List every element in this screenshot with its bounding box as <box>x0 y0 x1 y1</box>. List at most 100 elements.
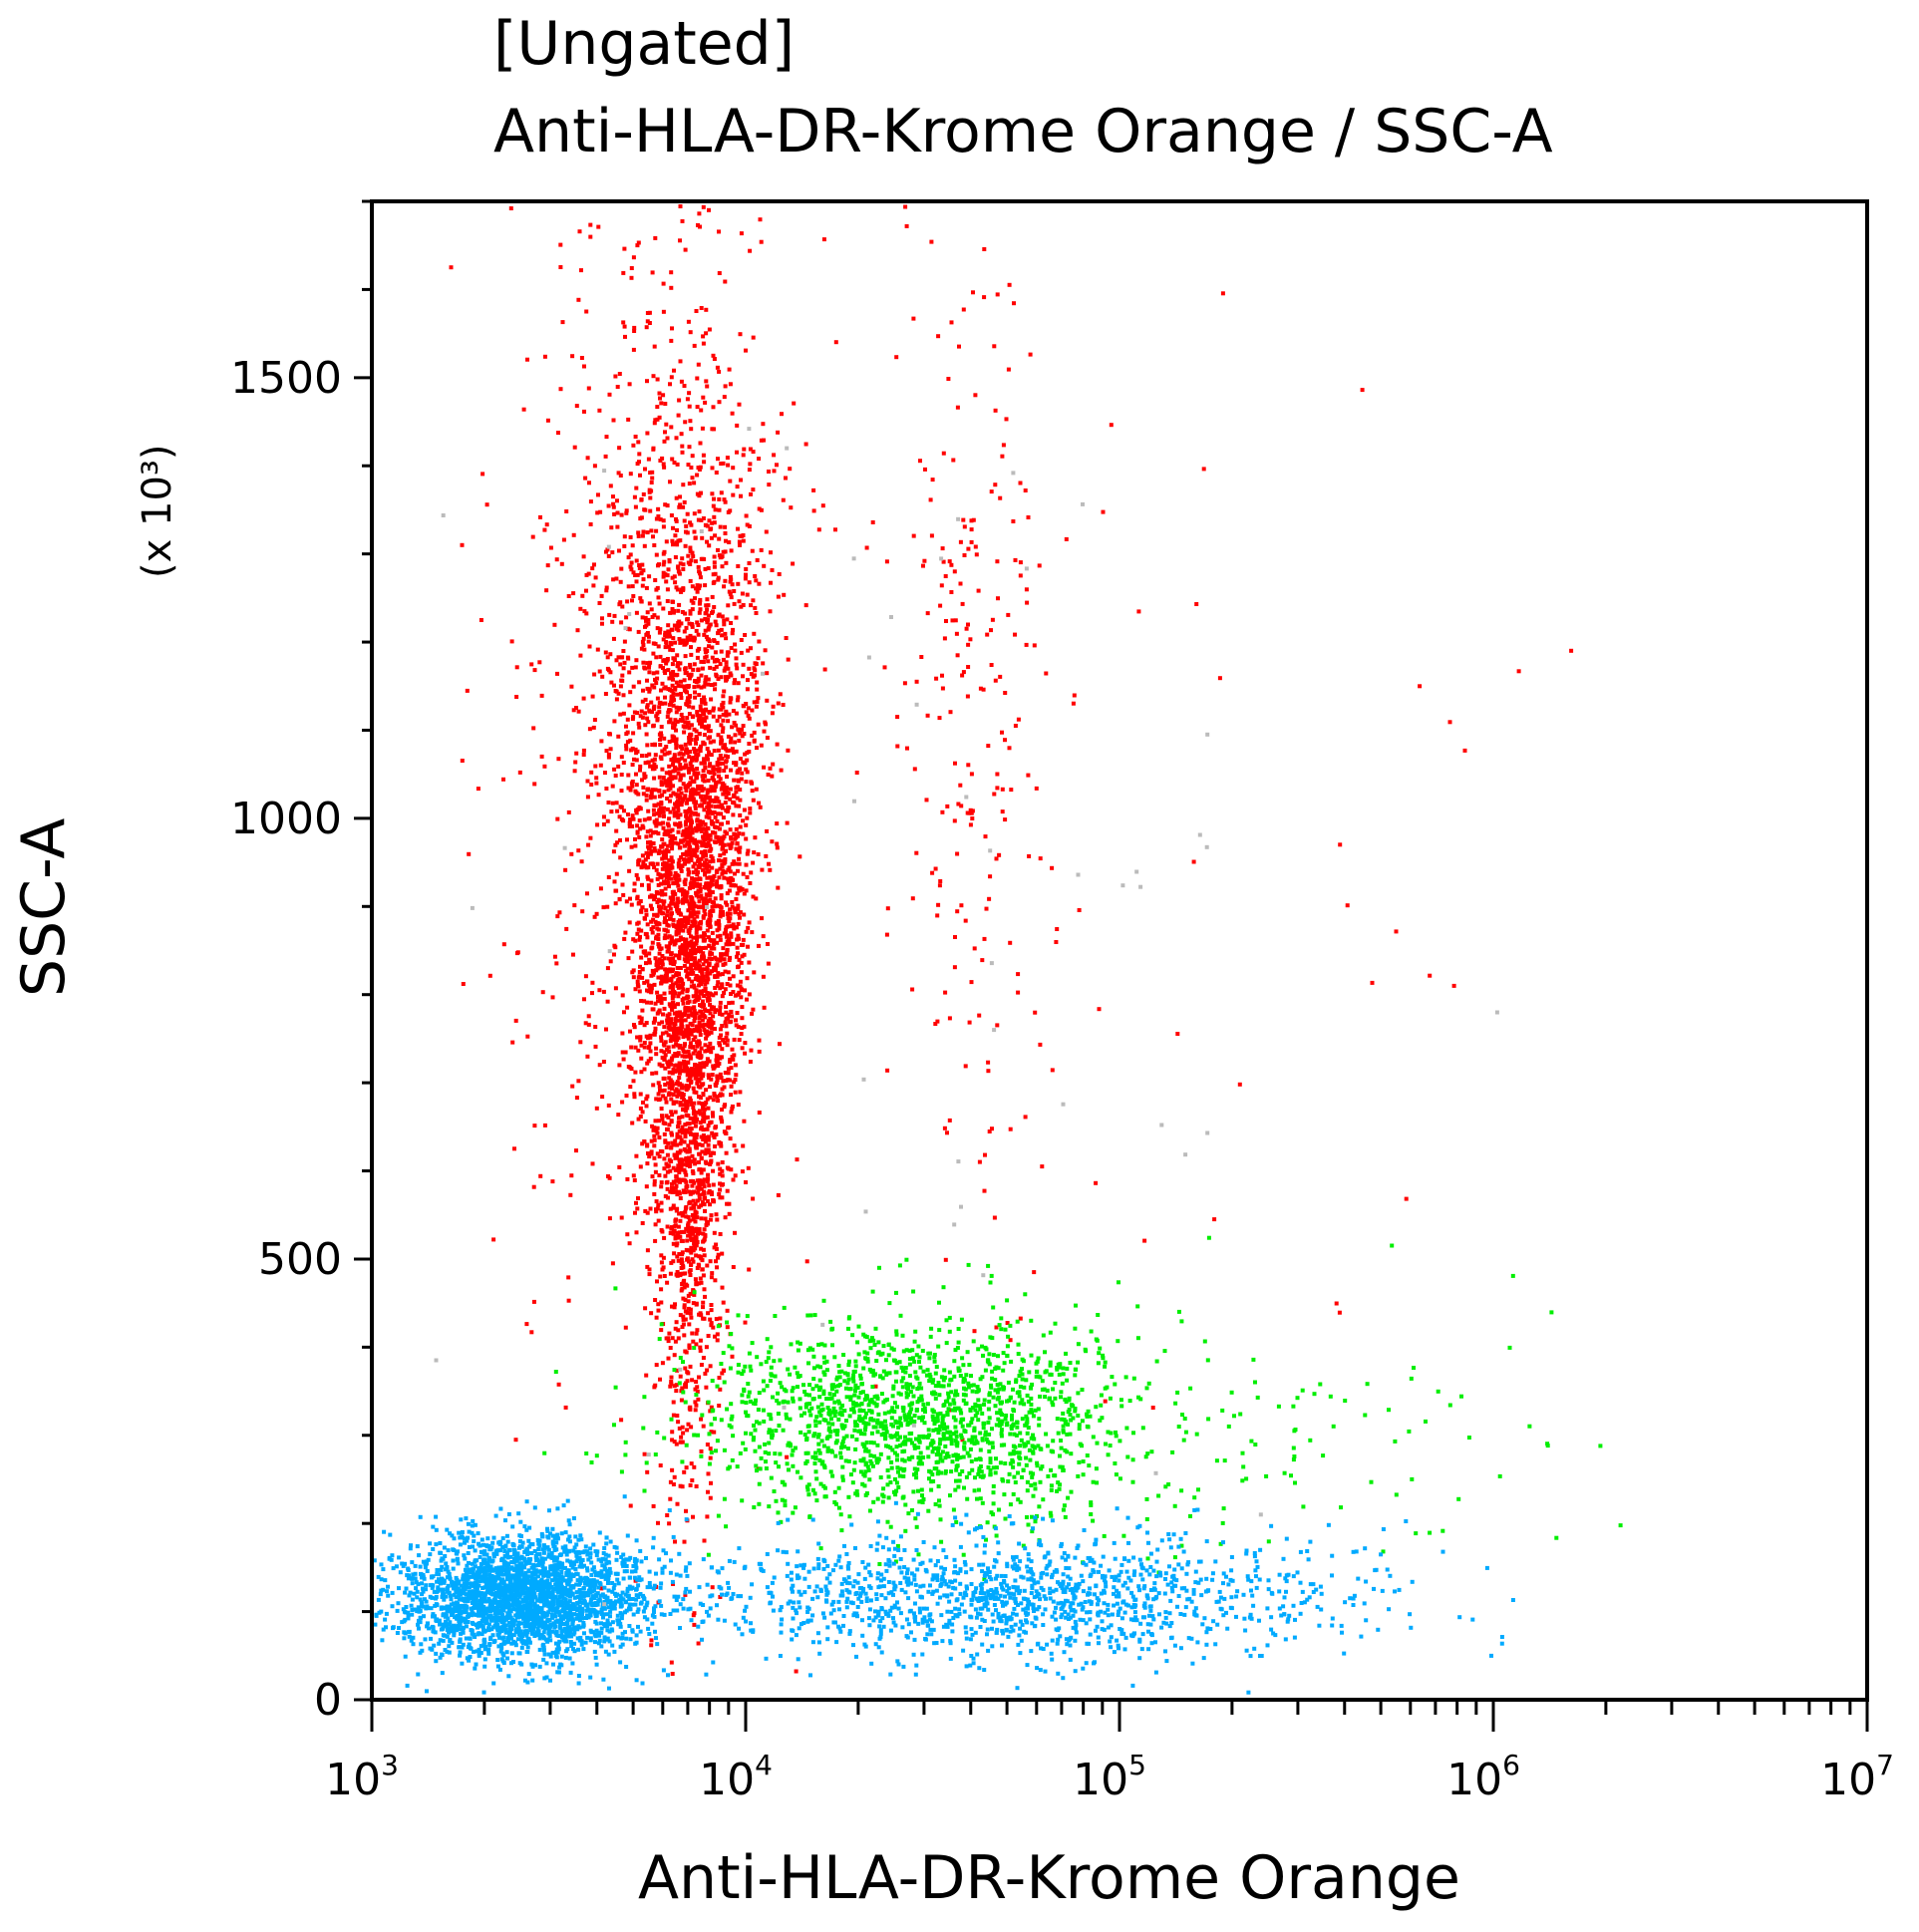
data-point <box>647 752 652 757</box>
data-point <box>708 971 713 976</box>
data-point <box>639 599 644 604</box>
data-point <box>725 891 730 896</box>
data-point <box>646 1059 651 1064</box>
data-point <box>694 729 699 734</box>
data-point <box>665 573 670 578</box>
data-point <box>662 996 667 1001</box>
data-point <box>657 1154 662 1159</box>
data-point <box>683 1309 688 1314</box>
data-point <box>678 1313 683 1318</box>
data-point <box>552 954 557 959</box>
data-point <box>728 700 733 705</box>
data-point <box>686 859 691 864</box>
data-point <box>713 975 718 979</box>
data-point <box>709 1323 714 1328</box>
data-point <box>719 1115 724 1120</box>
data-point <box>729 768 733 773</box>
data-point <box>610 1261 615 1266</box>
data-point <box>718 662 723 667</box>
data-point <box>669 270 674 275</box>
data-point <box>683 1189 688 1194</box>
data-point <box>744 710 749 715</box>
data-point <box>697 211 702 216</box>
data-point <box>638 1115 643 1119</box>
data-point <box>706 566 711 570</box>
data-point <box>678 706 682 711</box>
data-point <box>626 786 631 791</box>
data-point <box>678 1067 683 1072</box>
data-point <box>655 861 660 866</box>
data-point <box>692 1464 697 1469</box>
data-point <box>703 681 708 685</box>
data-point <box>697 468 702 472</box>
data-point <box>706 1176 711 1181</box>
data-point <box>608 483 613 488</box>
data-point <box>640 583 645 588</box>
data-point <box>722 668 727 673</box>
data-point <box>784 476 788 481</box>
data-point <box>558 387 563 392</box>
data-point <box>701 1082 706 1087</box>
data-point <box>701 951 706 956</box>
data-point <box>720 862 725 867</box>
data-point <box>929 533 934 538</box>
data-point <box>652 865 657 870</box>
data-point <box>661 1255 666 1260</box>
data-point <box>718 1012 723 1017</box>
data-point <box>674 626 679 631</box>
data-point <box>707 802 712 806</box>
data-point <box>663 630 668 635</box>
data-point <box>709 1007 714 1012</box>
data-point <box>696 1641 701 1646</box>
data-point <box>685 841 690 846</box>
data-point <box>741 831 746 836</box>
data-point <box>702 757 707 762</box>
data-point <box>711 714 716 719</box>
data-point <box>708 952 713 957</box>
data-point <box>582 364 586 369</box>
data-point <box>665 935 670 940</box>
data-point <box>1012 301 1016 306</box>
data-point <box>673 718 678 723</box>
data-point <box>651 1007 656 1012</box>
data-point <box>678 1101 683 1105</box>
data-point <box>664 640 669 644</box>
data-point <box>722 584 727 589</box>
data-point <box>596 492 600 497</box>
data-point <box>672 756 677 761</box>
data-point <box>678 820 683 825</box>
data-point <box>678 1064 683 1069</box>
data-point <box>725 1188 730 1193</box>
data-point <box>654 867 659 872</box>
data-point <box>669 862 674 867</box>
data-point <box>665 806 670 811</box>
data-point <box>666 1025 671 1030</box>
data-point <box>698 887 703 891</box>
data-point <box>700 722 705 727</box>
data-point <box>728 827 733 832</box>
data-point <box>671 1044 676 1049</box>
data-point <box>1037 563 1042 568</box>
data-point <box>682 1064 687 1068</box>
data-point <box>736 951 741 956</box>
data-point <box>668 634 673 639</box>
data-point <box>629 567 634 572</box>
data-point <box>673 765 678 770</box>
data-point <box>717 628 722 633</box>
data-point <box>1027 853 1032 858</box>
data-point <box>656 595 661 600</box>
data-point <box>631 731 636 736</box>
data-point <box>642 817 647 822</box>
data-point <box>694 1074 699 1079</box>
data-point <box>762 1005 767 1010</box>
data-point <box>732 926 737 931</box>
data-point <box>697 921 702 926</box>
data-point <box>723 859 728 864</box>
data-point <box>719 1143 724 1148</box>
data-point <box>683 1209 688 1214</box>
data-point <box>674 1272 679 1277</box>
data-point <box>734 786 739 791</box>
data-point <box>680 450 685 455</box>
data-point <box>689 957 694 962</box>
data-point <box>661 1056 666 1061</box>
